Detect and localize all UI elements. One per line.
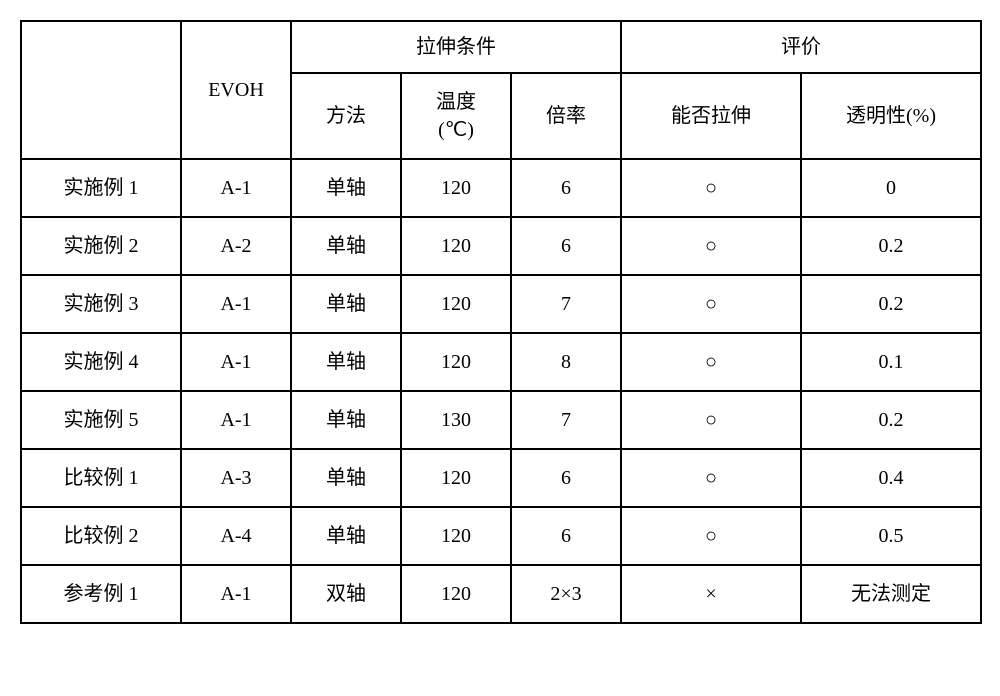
- table-row: 比较例 1A-3单轴1206○0.4: [21, 449, 981, 507]
- cell-label: 实施例 1: [21, 159, 181, 217]
- cell-method: 单轴: [291, 333, 401, 391]
- cell-evoh: A-3: [181, 449, 291, 507]
- header-trans: 透明性(%): [801, 73, 981, 159]
- cell-rate: 2×3: [511, 565, 621, 623]
- cell-trans: 0.4: [801, 449, 981, 507]
- cell-stretch: ○: [621, 507, 801, 565]
- cell-method: 单轴: [291, 275, 401, 333]
- header-evaluation: 评价: [621, 21, 981, 73]
- cell-label: 实施例 3: [21, 275, 181, 333]
- cell-stretch: ×: [621, 565, 801, 623]
- cell-temp: 130: [401, 391, 511, 449]
- header-temp: 温度 (℃): [401, 73, 511, 159]
- cell-rate: 6: [511, 217, 621, 275]
- cell-stretch: ○: [621, 275, 801, 333]
- cell-stretch: ○: [621, 391, 801, 449]
- header-label: [21, 21, 181, 159]
- table-row: 实施例 5A-1单轴1307○0.2: [21, 391, 981, 449]
- cell-evoh: A-1: [181, 565, 291, 623]
- cell-trans: 无法测定: [801, 565, 981, 623]
- table-row: 实施例 3A-1单轴1207○0.2: [21, 275, 981, 333]
- cell-evoh: A-1: [181, 159, 291, 217]
- cell-rate: 8: [511, 333, 621, 391]
- cell-evoh: A-4: [181, 507, 291, 565]
- cell-method: 单轴: [291, 507, 401, 565]
- cell-temp: 120: [401, 565, 511, 623]
- header-stretch: 能否拉伸: [621, 73, 801, 159]
- cell-method: 单轴: [291, 159, 401, 217]
- table-body: 实施例 1A-1单轴1206○0实施例 2A-2单轴1206○0.2实施例 3A…: [21, 159, 981, 623]
- cell-rate: 6: [511, 159, 621, 217]
- cell-label: 实施例 2: [21, 217, 181, 275]
- cell-method: 单轴: [291, 449, 401, 507]
- cell-stretch: ○: [621, 449, 801, 507]
- header-rate: 倍率: [511, 73, 621, 159]
- cell-temp: 120: [401, 159, 511, 217]
- cell-trans: 0.2: [801, 275, 981, 333]
- cell-evoh: A-2: [181, 217, 291, 275]
- cell-method: 单轴: [291, 217, 401, 275]
- cell-trans: 0.2: [801, 391, 981, 449]
- table-row: 比较例 2A-4单轴1206○0.5: [21, 507, 981, 565]
- cell-stretch: ○: [621, 217, 801, 275]
- cell-temp: 120: [401, 275, 511, 333]
- cell-trans: 0: [801, 159, 981, 217]
- cell-trans: 0.5: [801, 507, 981, 565]
- cell-rate: 6: [511, 507, 621, 565]
- cell-temp: 120: [401, 507, 511, 565]
- cell-method: 双轴: [291, 565, 401, 623]
- header-evoh: EVOH: [181, 21, 291, 159]
- cell-rate: 7: [511, 391, 621, 449]
- header-temp-label: 温度: [406, 88, 506, 116]
- cell-method: 单轴: [291, 391, 401, 449]
- cell-trans: 0.1: [801, 333, 981, 391]
- cell-temp: 120: [401, 333, 511, 391]
- header-method: 方法: [291, 73, 401, 159]
- table-row: 实施例 1A-1单轴1206○0: [21, 159, 981, 217]
- cell-stretch: ○: [621, 333, 801, 391]
- cell-rate: 7: [511, 275, 621, 333]
- cell-temp: 120: [401, 217, 511, 275]
- cell-label: 比较例 1: [21, 449, 181, 507]
- cell-label: 比较例 2: [21, 507, 181, 565]
- table-row: 参考例 1A-1双轴1202×3×无法测定: [21, 565, 981, 623]
- cell-trans: 0.2: [801, 217, 981, 275]
- cell-label: 参考例 1: [21, 565, 181, 623]
- cell-temp: 120: [401, 449, 511, 507]
- header-conditions: 拉伸条件: [291, 21, 621, 73]
- table-row: 实施例 2A-2单轴1206○0.2: [21, 217, 981, 275]
- header-temp-unit: (℃): [406, 116, 506, 144]
- cell-evoh: A-1: [181, 275, 291, 333]
- cell-evoh: A-1: [181, 333, 291, 391]
- cell-rate: 6: [511, 449, 621, 507]
- cell-evoh: A-1: [181, 391, 291, 449]
- cell-label: 实施例 4: [21, 333, 181, 391]
- cell-stretch: ○: [621, 159, 801, 217]
- table-row: 实施例 4A-1单轴1208○0.1: [21, 333, 981, 391]
- data-table: EVOH 拉伸条件 评价 方法 温度 (℃) 倍率 能否拉伸 透明性(%) 实施…: [20, 20, 982, 624]
- cell-label: 实施例 5: [21, 391, 181, 449]
